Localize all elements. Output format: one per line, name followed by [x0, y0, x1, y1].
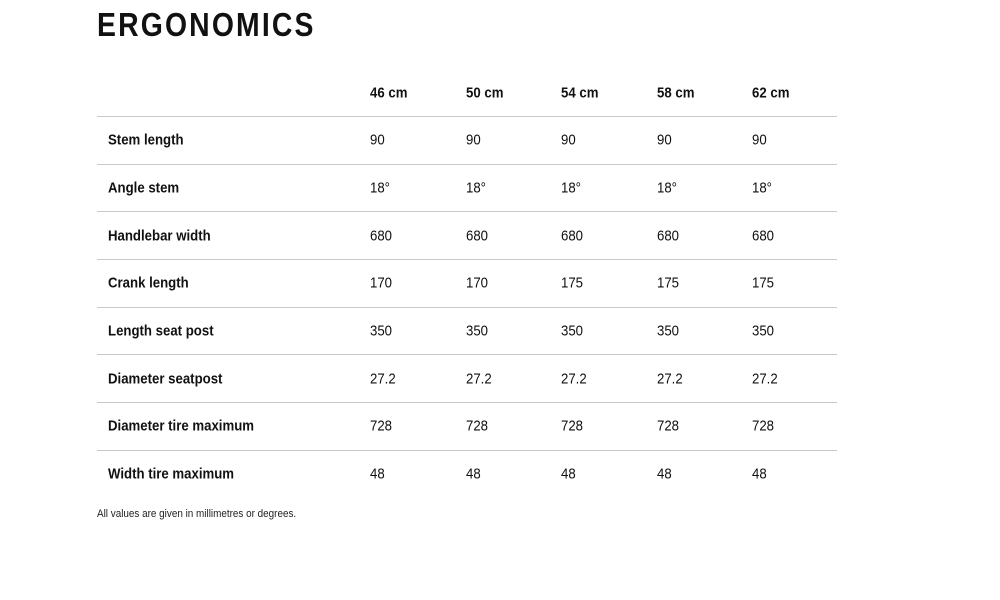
table-cell: 27.2 — [466, 370, 492, 388]
table-cell: 48 — [370, 465, 385, 483]
table-cell: 728 — [370, 417, 393, 435]
table-cell: 680 — [561, 227, 584, 245]
table-cell: 175 — [657, 274, 680, 292]
table-cell: 18° — [752, 179, 772, 197]
table-cell: 350 — [370, 322, 393, 340]
table-cell: 680 — [370, 227, 393, 245]
table-row: Handlebar width 680 680 680 680 680 — [97, 211, 837, 259]
column-header: 62 cm — [752, 84, 790, 102]
column-header: 50 cm — [466, 84, 504, 102]
table-row: Stem length 90 90 90 90 90 — [97, 116, 837, 164]
table-cell: 48 — [657, 465, 672, 483]
table-row: Diameter seatpost 27.2 27.2 27.2 27.2 27.2 — [97, 354, 837, 402]
table-cell: 175 — [561, 274, 584, 292]
table-cell: 728 — [466, 417, 489, 435]
table-cell: 90 — [561, 131, 576, 149]
footnote: All values are given in millimetres or d… — [97, 508, 297, 520]
table-cell: 170 — [370, 274, 393, 292]
table-cell: 27.2 — [657, 370, 683, 388]
table-cell: 18° — [657, 179, 677, 197]
table-cell: 90 — [370, 131, 385, 149]
table-row: Angle stem 18° 18° 18° 18° 18° — [97, 163, 837, 212]
column-header: 46 cm — [370, 84, 408, 102]
table-header-row: 46 cm 50 cm 54 cm 58 cm 62 cm — [97, 70, 837, 116]
table-cell: 350 — [752, 322, 775, 340]
row-label: Angle stem — [108, 179, 180, 197]
table-cell: 350 — [657, 322, 680, 340]
table-cell: 18° — [466, 179, 486, 197]
table-cell: 680 — [657, 227, 680, 245]
row-label: Handlebar width — [108, 227, 211, 245]
table-cell: 170 — [466, 274, 489, 292]
table-row: Crank length 170 170 175 175 175 — [97, 259, 837, 307]
ergonomics-table: 46 cm 50 cm 54 cm 58 cm 62 cm Stem lengt… — [97, 70, 837, 498]
table-cell: 18° — [561, 179, 581, 197]
table-cell: 48 — [561, 465, 576, 483]
table-row: Diameter tire maximum 728 728 728 728 728 — [97, 402, 837, 450]
table-cell: 350 — [561, 322, 584, 340]
table-row: Length seat post 350 350 350 350 350 — [97, 306, 837, 355]
column-header: 54 cm — [561, 84, 599, 102]
row-label: Diameter tire maximum — [108, 417, 254, 435]
row-label: Stem length — [108, 131, 184, 149]
row-label: Diameter seatpost — [108, 370, 223, 388]
table-cell: 175 — [752, 274, 775, 292]
row-label: Crank length — [108, 274, 189, 292]
table-cell: 48 — [752, 465, 767, 483]
table-cell: 90 — [657, 131, 672, 149]
table-cell: 728 — [657, 417, 680, 435]
table-cell: 350 — [466, 322, 489, 340]
table-cell: 27.2 — [561, 370, 587, 388]
table-cell: 728 — [752, 417, 775, 435]
page-title: ERGONOMICS — [97, 6, 316, 43]
table-cell: 27.2 — [752, 370, 778, 388]
row-label: Width tire maximum — [108, 465, 235, 483]
table-cell: 27.2 — [370, 370, 396, 388]
table-cell: 18° — [370, 179, 390, 197]
table-cell: 48 — [466, 465, 481, 483]
table-cell: 680 — [466, 227, 489, 245]
table-cell: 680 — [752, 227, 775, 245]
table-row: Width tire maximum 48 48 48 48 48 — [97, 449, 837, 498]
table-cell: 728 — [561, 417, 584, 435]
row-label: Length seat post — [108, 322, 214, 340]
column-header: 58 cm — [657, 84, 695, 102]
table-cell: 90 — [752, 131, 767, 149]
table-cell: 90 — [466, 131, 481, 149]
